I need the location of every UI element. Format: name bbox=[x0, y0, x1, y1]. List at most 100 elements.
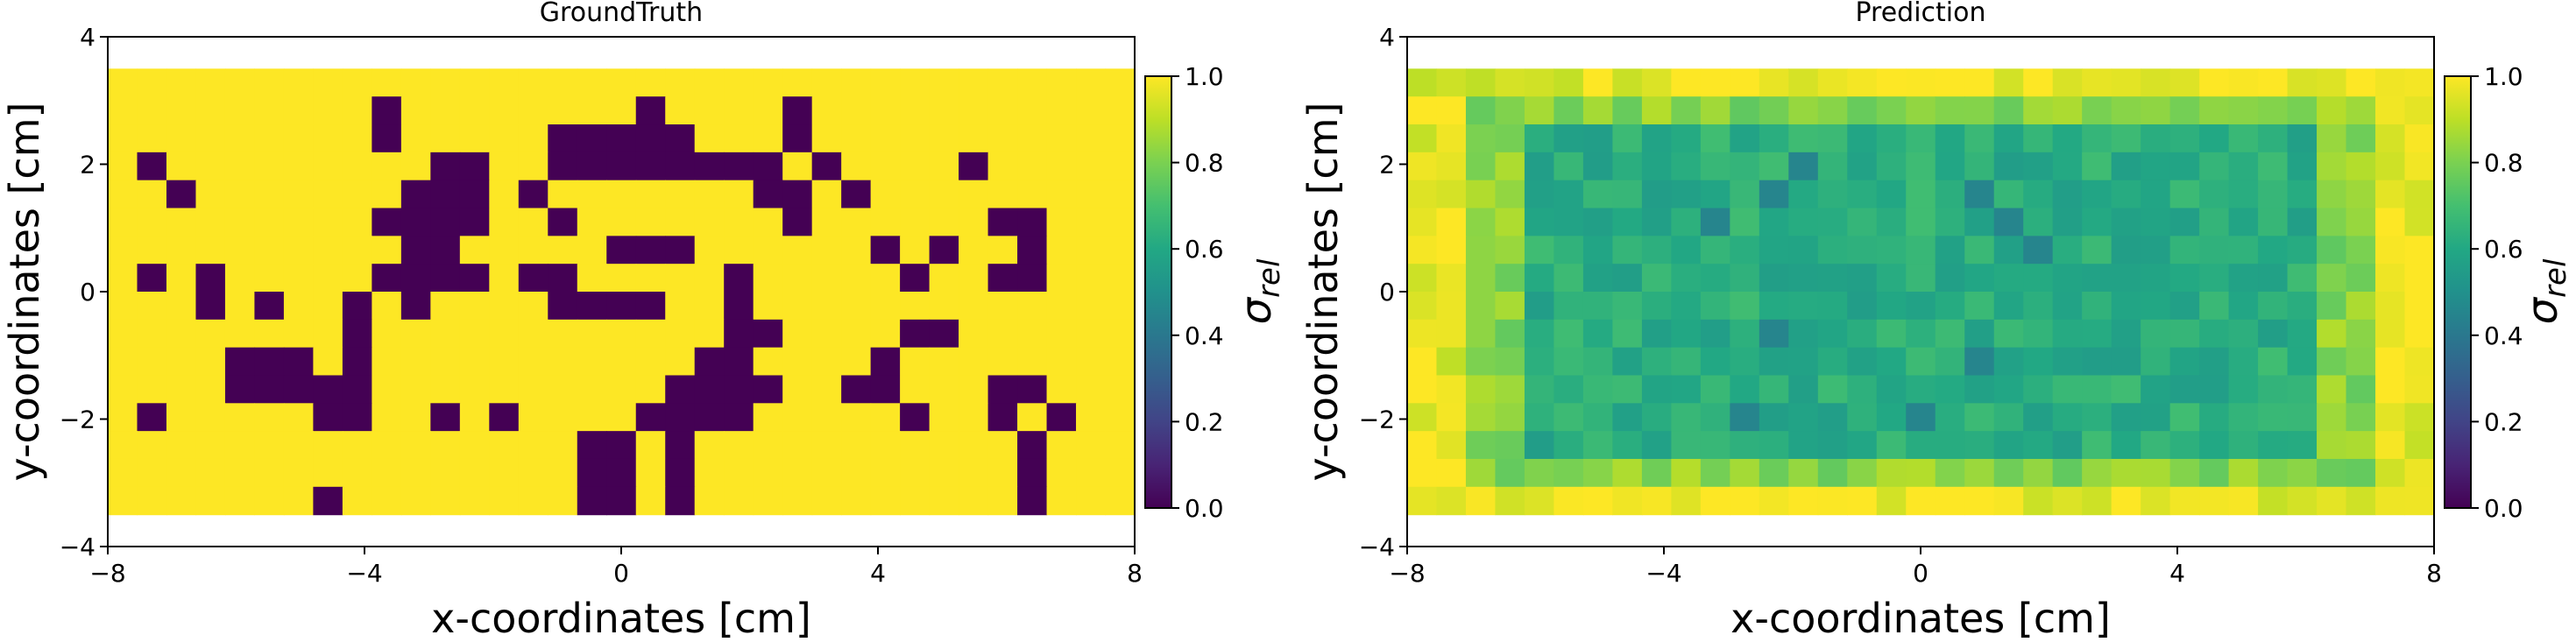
heatmap-cell bbox=[2375, 264, 2406, 293]
heatmap-cell bbox=[1105, 319, 1136, 349]
colorbar-tick-label: 0.2 bbox=[1185, 407, 1224, 436]
heatmap-cell bbox=[1817, 208, 1848, 236]
heatmap-cell bbox=[166, 124, 197, 153]
heatmap-cell bbox=[1465, 431, 1497, 460]
heatmap-cell bbox=[724, 68, 754, 97]
heatmap-cell bbox=[283, 180, 314, 209]
heatmap-cell bbox=[1906, 264, 1936, 293]
heatmap-cell bbox=[841, 486, 872, 516]
heatmap-cell bbox=[2141, 375, 2171, 404]
heatmap-cell bbox=[195, 431, 226, 460]
heatmap-cell bbox=[1700, 458, 1730, 488]
heatmap-cell bbox=[2199, 96, 2230, 125]
heatmap-cell bbox=[108, 292, 138, 321]
heatmap-cell bbox=[606, 124, 637, 153]
heatmap-cell bbox=[1046, 292, 1077, 321]
heatmap-cell bbox=[1700, 431, 1730, 460]
heatmap-cell bbox=[1935, 431, 1965, 460]
y-axis-label-groundtruth: y-coordinates [cm] bbox=[1, 102, 48, 482]
heatmap-cell bbox=[987, 124, 1018, 153]
heatmap-cell bbox=[400, 347, 431, 377]
heatmap-cell bbox=[1759, 180, 1789, 209]
heatmap-cell bbox=[841, 264, 872, 293]
heatmap-cell bbox=[1730, 124, 1760, 153]
heatmap-cell bbox=[1847, 208, 1878, 236]
heatmap-cell bbox=[2082, 431, 2112, 460]
heatmap-cell bbox=[1465, 124, 1497, 153]
heatmap-cell bbox=[2404, 208, 2435, 236]
heatmap-cell bbox=[2111, 431, 2141, 460]
heatmap-cell bbox=[870, 486, 901, 516]
heatmap-cell bbox=[1935, 458, 1965, 488]
heatmap-cell bbox=[400, 96, 431, 125]
heatmap-cell bbox=[195, 180, 226, 209]
heatmap-cell bbox=[841, 152, 872, 181]
heatmap-cell bbox=[1876, 292, 1907, 321]
heatmap-cell bbox=[1700, 403, 1730, 432]
heatmap-cell bbox=[2023, 403, 2054, 432]
heatmap-cell bbox=[1759, 486, 1789, 516]
heatmap-cell bbox=[1436, 347, 1467, 377]
heatmap-cell bbox=[694, 292, 725, 321]
heatmap-cell bbox=[2375, 486, 2406, 516]
heatmap-cell bbox=[518, 152, 548, 181]
heatmap-cell bbox=[489, 347, 520, 377]
heatmap-cell bbox=[870, 319, 901, 349]
heatmap-cell bbox=[2023, 208, 2054, 236]
heatmap-cell bbox=[1495, 458, 1525, 488]
heatmap-cell bbox=[518, 264, 548, 293]
heatmap-cell bbox=[2082, 486, 2112, 516]
heatmap-cell bbox=[1407, 96, 1438, 125]
heatmap-cell bbox=[1582, 264, 1613, 293]
heatmap-cell bbox=[1906, 486, 1936, 516]
heatmap-cell bbox=[1935, 96, 1965, 125]
heatmap-cell bbox=[724, 486, 754, 516]
heatmap-cell bbox=[1105, 208, 1136, 236]
heatmap-cell bbox=[1817, 486, 1848, 516]
x-tick-label: −8 bbox=[1389, 559, 1425, 588]
heatmap-cell bbox=[1017, 236, 1048, 265]
colorbar-tick-label: 0.6 bbox=[1185, 235, 1224, 264]
heatmap-cell bbox=[1105, 486, 1136, 516]
colorbar-tick-label: 0.8 bbox=[1185, 149, 1224, 178]
heatmap-cell bbox=[1700, 319, 1730, 349]
heatmap-cell bbox=[870, 431, 901, 460]
heatmap-cell bbox=[1700, 375, 1730, 404]
heatmap-cell bbox=[342, 208, 372, 236]
heatmap-cell bbox=[518, 375, 548, 404]
heatmap-cell bbox=[195, 347, 226, 377]
heatmap-cell bbox=[841, 236, 872, 265]
heatmap-cell bbox=[606, 375, 637, 404]
heatmap-cell bbox=[430, 319, 461, 349]
heatmap-cell bbox=[1759, 292, 1789, 321]
heatmap-cell bbox=[1993, 292, 2024, 321]
heatmap-cell bbox=[254, 347, 285, 377]
heatmap-cell bbox=[1495, 264, 1525, 293]
heatmap-cell bbox=[489, 180, 520, 209]
heatmap-cell bbox=[1641, 68, 1672, 97]
heatmap-cell bbox=[2169, 236, 2200, 265]
heatmap-cell bbox=[1759, 347, 1789, 377]
heatmap-cell bbox=[489, 375, 520, 404]
heatmap-cell bbox=[400, 375, 431, 404]
heatmap-cell bbox=[372, 124, 402, 153]
heatmap-cell bbox=[1730, 264, 1760, 293]
heatmap-cell bbox=[1465, 96, 1497, 125]
heatmap-cell bbox=[665, 347, 696, 377]
heatmap-cell bbox=[1495, 96, 1525, 125]
heatmap-cell bbox=[2287, 152, 2318, 181]
heatmap-cell bbox=[1817, 68, 1848, 97]
heatmap-cell bbox=[108, 152, 138, 181]
heatmap-cell bbox=[1582, 152, 1613, 181]
heatmap-cell bbox=[2082, 319, 2112, 349]
heatmap-cell bbox=[2023, 319, 2054, 349]
heatmap-cell bbox=[1847, 68, 1878, 97]
heatmap-cell bbox=[224, 319, 256, 349]
heatmap-cell bbox=[987, 292, 1018, 321]
heatmap-cell bbox=[2052, 208, 2083, 236]
colorbar-tick-label: 0.6 bbox=[2484, 235, 2523, 264]
heatmap-cell bbox=[811, 180, 842, 209]
heatmap-cell bbox=[606, 96, 637, 125]
heatmap-cell bbox=[635, 180, 666, 209]
heatmap-cell bbox=[1730, 208, 1760, 236]
